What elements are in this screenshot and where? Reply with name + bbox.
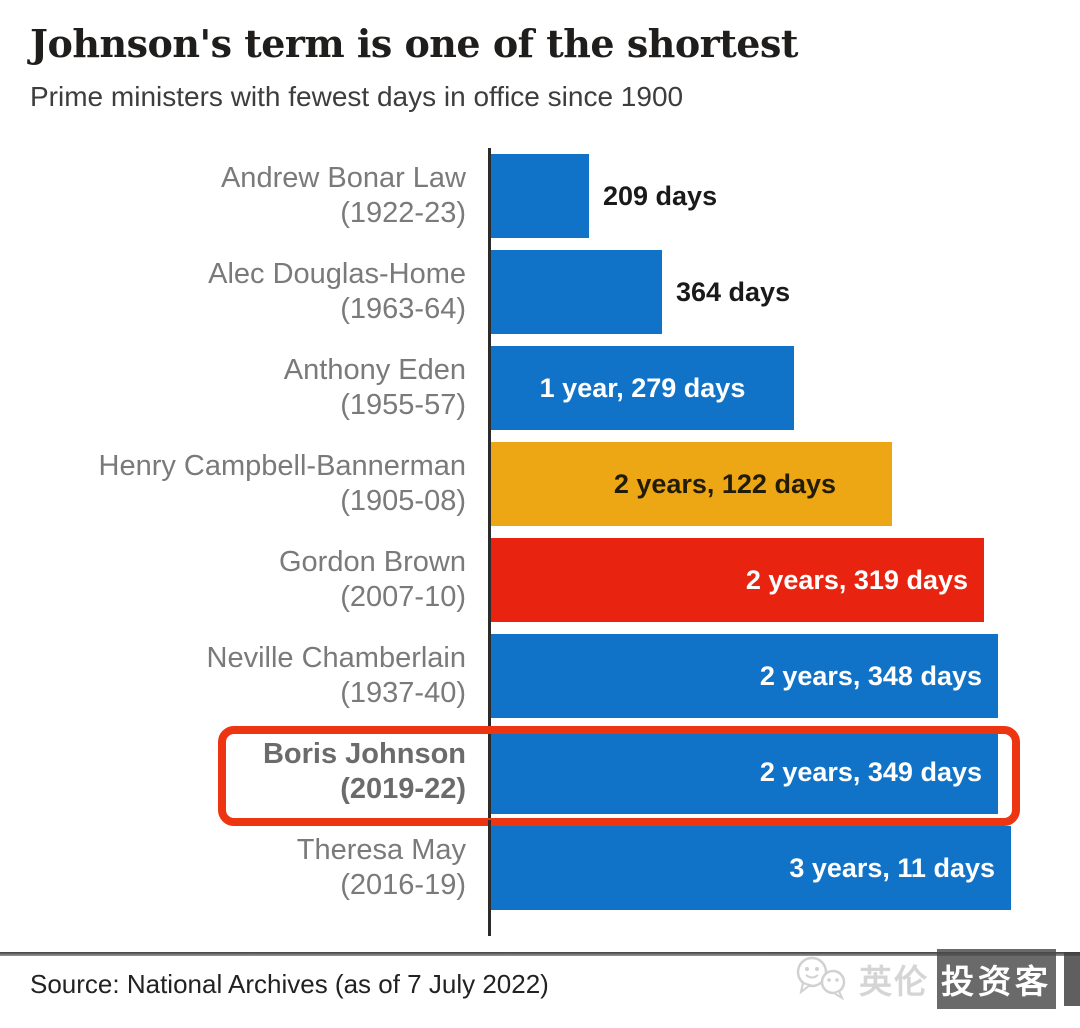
chart-row: Andrew Bonar Law (1922-23) 209 days bbox=[0, 148, 1080, 244]
bar-area: 364 days bbox=[488, 244, 1080, 340]
chart-row: Boris Johnson (2019-22) 2 years, 349 days bbox=[0, 724, 1080, 820]
pm-name: Anthony Eden bbox=[283, 354, 466, 386]
bar-rows: Andrew Bonar Law (1922-23) 209 days Alec Do… bbox=[0, 148, 1080, 936]
category-label: Alec Douglas-Home (1963-64) bbox=[0, 257, 488, 327]
pm-years: (2016-19) bbox=[340, 869, 466, 901]
pm-name: Gordon Brown bbox=[279, 546, 466, 578]
chart-subtitle: Prime ministers with fewest days in offi… bbox=[30, 81, 684, 112]
chart-row: Henry Campbell-Bannerman (1905-08) 2 years… bbox=[0, 436, 1080, 532]
bar-value-label: 209 days bbox=[603, 180, 718, 211]
watermark: 英伦 投资客 bbox=[793, 948, 1080, 1010]
chart-row: Theresa May (2016-19) 3 years, 11 days bbox=[0, 820, 1080, 916]
bar: 2 years, 348 days bbox=[491, 634, 998, 718]
chart-row: Alec Douglas-Home (1963-64) 364 days bbox=[0, 244, 1080, 340]
bar-value-label: 364 days bbox=[676, 276, 791, 307]
bar: 209 days bbox=[491, 154, 717, 238]
bar: 2 years, 319 days bbox=[491, 538, 984, 622]
chat-bubbles-icon bbox=[796, 956, 846, 1001]
bar-value-label: 1 year, 279 days bbox=[539, 372, 746, 403]
bar-area: 1 year, 279 days bbox=[488, 340, 1080, 436]
bar-value-label: 2 years, 319 days bbox=[745, 564, 968, 595]
watermark-dark-text: 投资客 bbox=[937, 949, 1056, 1009]
pm-name: Henry Campbell-Bannerman bbox=[98, 450, 467, 482]
category-label: Anthony Eden (1955-57) bbox=[0, 353, 488, 423]
bar: 1 year, 279 days bbox=[491, 346, 794, 430]
watermark-edge-block bbox=[1064, 952, 1080, 1006]
pm-name: Neville Chamberlain bbox=[206, 642, 467, 674]
bar-area: 2 years, 319 days bbox=[488, 532, 1080, 628]
pm-name: Theresa May bbox=[296, 834, 466, 866]
bar: 2 years, 349 days bbox=[491, 730, 998, 814]
pm-years: (1922-23) bbox=[340, 197, 466, 229]
bar-value-label: 2 years, 349 days bbox=[759, 756, 982, 787]
chart-header: Johnson's term is one of the shortest Pr… bbox=[0, 0, 1080, 114]
chart-row: Anthony Eden (1955-57) 1 year, 279 days bbox=[0, 340, 1080, 436]
pm-name: Alec Douglas-Home bbox=[208, 258, 466, 290]
pm-years: (1937-40) bbox=[340, 677, 466, 709]
bar-value-label: 2 years, 122 days bbox=[613, 468, 836, 499]
footer-divider bbox=[0, 952, 1080, 956]
bar-area: 2 years, 122 days bbox=[488, 436, 1080, 532]
category-label: Andrew Bonar Law (1922-23) bbox=[0, 161, 488, 231]
axis-line-extension bbox=[488, 916, 491, 936]
pm-years: (2019-22) bbox=[340, 773, 466, 805]
pm-name: Boris Johnson bbox=[262, 738, 466, 770]
category-label: Theresa May (2016-19) bbox=[0, 833, 488, 903]
category-label: Boris Johnson (2019-22) bbox=[0, 737, 488, 807]
pm-years: (2007-10) bbox=[340, 581, 466, 613]
bar-area: 2 years, 348 days bbox=[488, 628, 1080, 724]
bar-area: 3 years, 11 days bbox=[488, 820, 1080, 916]
category-label: Henry Campbell-Bannerman (1905-08) bbox=[0, 449, 488, 519]
source-note: Source: National Archives (as of 7 July … bbox=[30, 969, 549, 999]
watermark-light-text: 英伦 bbox=[859, 963, 929, 1000]
category-label: Gordon Brown (2007-10) bbox=[0, 545, 488, 615]
category-label: Neville Chamberlain (1937-40) bbox=[0, 641, 488, 711]
bar: 2 years, 122 days bbox=[491, 442, 892, 526]
bar-value-label: 3 years, 11 days bbox=[789, 852, 995, 883]
chart-row: Gordon Brown (2007-10) 2 years, 319 days bbox=[0, 532, 1080, 628]
chart-row: Neville Chamberlain (1937-40) 2 years, 348… bbox=[0, 628, 1080, 724]
bar-value-label: 2 years, 348 days bbox=[759, 660, 982, 691]
bar-area: 209 days bbox=[488, 148, 1080, 244]
bar: 3 years, 11 days bbox=[491, 826, 1011, 910]
bar: 364 days bbox=[491, 250, 790, 334]
bar-chart: Andrew Bonar Law (1922-23) 209 days Alec Do… bbox=[0, 148, 1080, 936]
pm-years: (1955-57) bbox=[340, 389, 466, 421]
bar-area: 2 years, 349 days bbox=[488, 724, 1080, 820]
pm-name: Andrew Bonar Law bbox=[220, 162, 466, 194]
pm-years: (1905-08) bbox=[340, 485, 466, 517]
pm-years: (1963-64) bbox=[340, 293, 466, 325]
chart-title: Johnson's term is one of the shortest bbox=[30, 21, 798, 66]
